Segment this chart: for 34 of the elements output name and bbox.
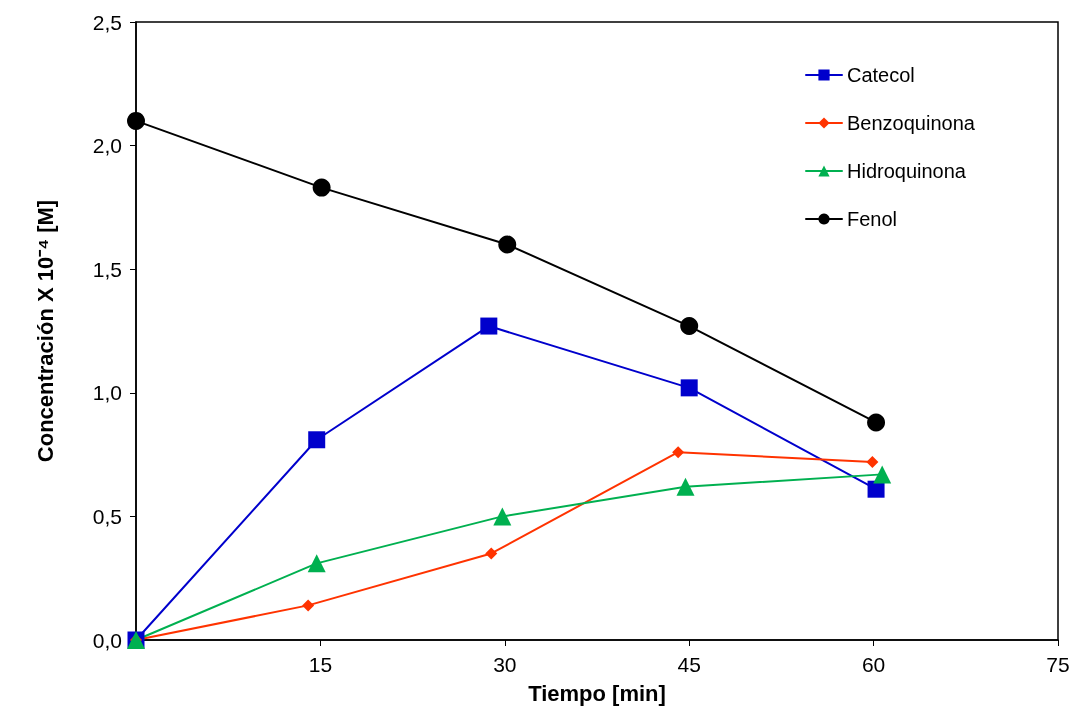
x-tick-label: 75 xyxy=(1046,653,1070,676)
legend-label: Benzoquinona xyxy=(847,112,976,134)
point xyxy=(680,317,699,336)
point xyxy=(312,178,331,197)
legend-label: Catecol xyxy=(847,64,915,86)
point xyxy=(867,480,885,498)
y-axis-title: Concentración X 10⁻⁴ [M] xyxy=(32,199,58,463)
x-tick-label: 15 xyxy=(308,653,333,676)
point xyxy=(680,379,698,397)
point xyxy=(672,446,685,459)
y-tick-label: 1,5 xyxy=(92,257,122,281)
x-tick-label: 60 xyxy=(861,653,886,676)
point xyxy=(866,456,879,469)
point xyxy=(308,431,326,449)
point xyxy=(480,317,498,335)
y-tick-label: 0,5 xyxy=(92,504,122,528)
x-axis-title: Tiempo [min] xyxy=(528,680,666,706)
point xyxy=(873,465,892,484)
point xyxy=(493,507,512,526)
y-tick-label: 0,0 xyxy=(92,628,122,652)
legend-label: Hidroquinona xyxy=(847,160,967,182)
point xyxy=(307,554,326,573)
legend-label: Fenol xyxy=(847,208,898,230)
x-tick-label: 30 xyxy=(493,653,517,676)
y-tick-label: 1,0 xyxy=(92,381,122,405)
point xyxy=(485,547,498,560)
point xyxy=(127,111,145,130)
x-tick-label: 45 xyxy=(677,653,701,676)
point xyxy=(867,413,886,432)
y-tick-label: 2,5 xyxy=(92,10,122,34)
point xyxy=(498,235,517,254)
point xyxy=(302,599,315,612)
y-tick-label: 2,0 xyxy=(92,134,122,158)
point xyxy=(676,477,695,496)
